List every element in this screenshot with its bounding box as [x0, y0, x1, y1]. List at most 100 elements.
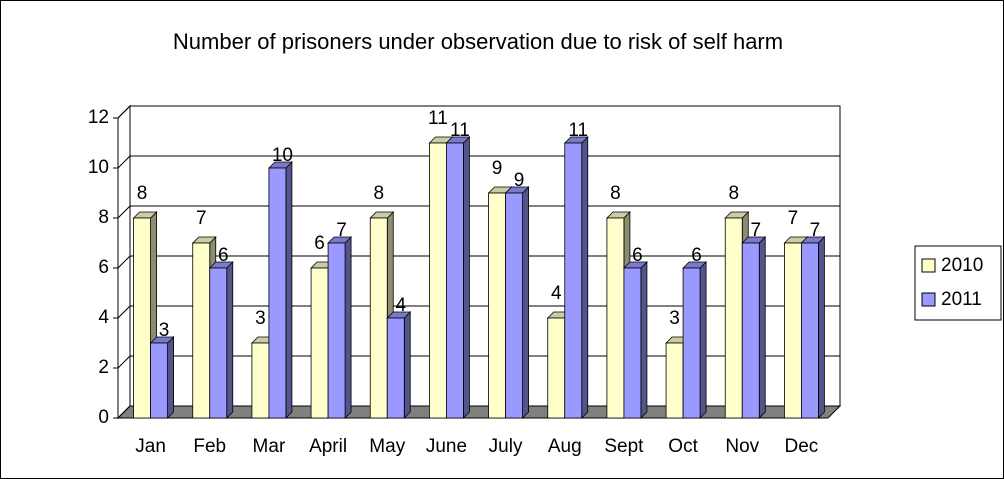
value-label: 8: [728, 183, 739, 204]
value-label: 7: [788, 208, 799, 229]
value-label: 10: [272, 145, 293, 166]
bar-front: [801, 242, 819, 419]
y-tick-label: 2: [98, 357, 109, 378]
x-tick-label: Sept: [604, 436, 644, 457]
bar: [327, 236, 353, 419]
bar-side: [285, 161, 293, 419]
x-tick-label: Nov: [725, 436, 759, 457]
x-tick-label: Oct: [668, 436, 698, 457]
bar-front: [505, 192, 523, 419]
grid-line: [117, 205, 840, 219]
bar-side: [581, 136, 589, 419]
grid-line: [117, 405, 840, 419]
bar-front: [268, 167, 287, 419]
bar-front: [209, 267, 228, 419]
bar-side: [344, 236, 352, 419]
x-tick-label: Dec: [785, 436, 819, 457]
bar-front: [724, 217, 743, 419]
value-label: 8: [137, 183, 148, 204]
legend-label: 2011: [941, 289, 982, 310]
bar: [682, 261, 708, 419]
y-tick-label: 10: [88, 157, 109, 178]
bar: [149, 336, 175, 419]
value-label: 8: [610, 183, 621, 204]
value-label: 7: [336, 220, 347, 241]
bar-front: [429, 142, 447, 419]
value-label: 7: [196, 208, 207, 229]
bar-side: [167, 336, 174, 419]
y-tick-label: 6: [98, 257, 109, 278]
legend: [914, 245, 1002, 321]
value-label: 9: [492, 158, 503, 179]
value-label: 3: [159, 320, 170, 341]
bar-front: [741, 242, 760, 419]
bar-front: [150, 342, 168, 419]
bar: [563, 136, 589, 419]
bar-front: [327, 242, 346, 419]
value-label: 3: [255, 308, 266, 329]
grid-line: [117, 155, 840, 169]
y-tick-label: 0: [98, 407, 109, 428]
x-tick-label: Feb: [193, 436, 226, 457]
legend-swatch: [921, 292, 936, 307]
value-label: 9: [514, 170, 525, 191]
value-label: 4: [551, 283, 562, 304]
y-tick-label: 4: [98, 307, 109, 328]
bar-front: [623, 267, 642, 419]
bar-side: [699, 261, 707, 419]
value-label: 6: [314, 233, 325, 254]
bar-front: [488, 192, 506, 419]
bar: [267, 161, 293, 419]
bar-front: [133, 217, 151, 419]
legend-swatch: [921, 258, 936, 273]
x-tick-label: June: [426, 436, 467, 457]
y-tick-label: 8: [98, 207, 109, 228]
x-tick-label: May: [369, 436, 405, 457]
bar-front: [310, 267, 329, 419]
bar: [741, 236, 767, 419]
bar-front: [784, 242, 802, 419]
bar-front: [665, 342, 684, 419]
x-tick-label: Jan: [135, 436, 166, 457]
bar-side: [463, 136, 470, 419]
bar-side: [758, 236, 766, 419]
bar-front: [192, 242, 211, 419]
bar-front: [369, 217, 388, 419]
value-label: 11: [450, 120, 470, 141]
bar: [622, 261, 648, 419]
bar-side: [403, 311, 411, 419]
bar-front: [682, 267, 701, 419]
grid-line: [117, 105, 840, 119]
x-tick-label: April: [309, 436, 347, 457]
bar-front: [251, 342, 270, 419]
y-tick-label: 12: [88, 107, 109, 128]
bar-side: [818, 236, 825, 419]
value-label: 7: [810, 220, 821, 241]
bar-front: [446, 142, 464, 419]
value-label: 4: [395, 295, 406, 316]
bar: [504, 186, 530, 419]
bar-front: [606, 217, 625, 419]
value-label: 7: [750, 220, 761, 241]
value-label: 3: [669, 308, 680, 329]
grid-line: [117, 355, 840, 369]
x-tick-label: Aug: [548, 436, 582, 457]
legend-label: 2010: [941, 255, 983, 276]
grid-line: [117, 255, 840, 269]
bar: [445, 136, 471, 419]
grid-line: [117, 305, 840, 319]
bar-front: [386, 317, 405, 419]
chart-title: Number of prisoners under observation du…: [173, 29, 783, 54]
bar-side: [522, 186, 529, 419]
x-tick-label: July: [489, 436, 523, 457]
value-label: 6: [691, 245, 702, 266]
value-label: 6: [218, 245, 229, 266]
bar-side: [226, 261, 234, 419]
bar-front: [564, 142, 583, 419]
bar: [386, 311, 412, 419]
bar: [800, 236, 826, 419]
bar: [208, 261, 234, 419]
value-label: 6: [632, 245, 643, 266]
value-label: 8: [373, 183, 384, 204]
